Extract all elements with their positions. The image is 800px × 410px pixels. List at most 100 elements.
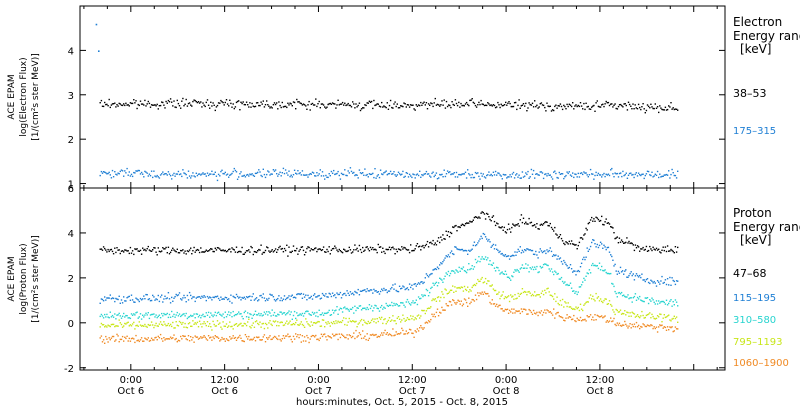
data-point (108, 171, 110, 174)
data-point (504, 270, 507, 272)
data-point (212, 250, 214, 253)
data-point (484, 177, 487, 179)
data-point (354, 244, 356, 246)
data-point (663, 109, 665, 111)
data-point (395, 289, 397, 292)
data-point (498, 269, 500, 272)
data-point (343, 307, 345, 309)
data-point (257, 102, 259, 104)
data-point (119, 322, 121, 324)
data-point (532, 309, 535, 312)
data-point (470, 267, 472, 270)
data-point (102, 300, 105, 302)
data-point (567, 317, 569, 319)
data-point (423, 327, 425, 329)
data-point (586, 315, 588, 317)
data-point (242, 253, 244, 255)
data-point (118, 249, 120, 251)
data-point (430, 306, 432, 308)
data-point (454, 302, 456, 304)
data-point (454, 99, 457, 101)
data-point (663, 314, 665, 316)
data-point (306, 174, 308, 176)
y-tick-label: -2 (64, 364, 74, 375)
data-point (578, 241, 581, 244)
data-point (341, 173, 344, 176)
data-point (376, 251, 378, 254)
data-point (164, 107, 166, 109)
data-point (258, 248, 260, 251)
data-point (535, 173, 537, 175)
data-point (360, 251, 363, 254)
data-point (559, 278, 562, 280)
data-point (540, 223, 543, 225)
data-point (257, 300, 259, 302)
data-point (297, 334, 299, 336)
data-point (357, 177, 359, 179)
data-point (524, 267, 526, 269)
data-point (434, 316, 436, 318)
data-point (235, 101, 238, 104)
data-point (482, 173, 484, 175)
data-point (408, 251, 411, 254)
data-point (349, 308, 352, 310)
data-point (346, 250, 348, 253)
data-point (248, 316, 250, 318)
data-point (247, 104, 249, 106)
data-point (175, 337, 177, 340)
data-point (362, 246, 364, 249)
data-point (331, 248, 334, 250)
data-point (437, 237, 440, 239)
data-point (140, 325, 143, 327)
data-point (555, 233, 557, 235)
data-point (354, 305, 356, 307)
data-point (504, 254, 507, 256)
data-point (510, 176, 512, 178)
data-point (456, 230, 458, 232)
data-point (615, 324, 617, 327)
data-point (299, 293, 301, 296)
data-point (214, 295, 216, 298)
data-point (217, 323, 220, 325)
data-point (607, 222, 610, 224)
data-point (215, 314, 218, 317)
data-point (161, 173, 163, 175)
data-point (107, 172, 109, 175)
data-point (668, 105, 670, 107)
data-point (628, 315, 630, 317)
data-point (444, 175, 447, 178)
data-point (157, 325, 159, 327)
data-point (606, 222, 608, 224)
data-point (311, 249, 314, 251)
data-point (241, 296, 243, 299)
data-point (230, 251, 232, 253)
data-point (636, 296, 639, 299)
data-point (195, 249, 197, 252)
data-point (487, 102, 489, 104)
data-point (162, 340, 164, 342)
data-point (522, 217, 525, 219)
data-point (226, 173, 229, 175)
data-point (350, 252, 353, 254)
data-point (617, 324, 620, 326)
data-point (417, 296, 420, 298)
data-point (417, 282, 420, 284)
data-point (111, 169, 114, 172)
data-point (99, 102, 101, 104)
data-point (379, 290, 382, 293)
data-point (441, 263, 443, 265)
data-point (560, 260, 563, 263)
data-point (548, 311, 550, 313)
data-point (166, 324, 168, 327)
data-point (626, 325, 628, 327)
data-point (260, 101, 262, 103)
data-point (292, 174, 295, 176)
data-point (193, 175, 195, 177)
data-point (494, 289, 497, 292)
data-point (254, 251, 257, 253)
data-point (374, 104, 376, 107)
data-point (360, 309, 363, 311)
data-point (596, 265, 598, 267)
data-point (162, 324, 164, 326)
data-point (233, 296, 235, 298)
